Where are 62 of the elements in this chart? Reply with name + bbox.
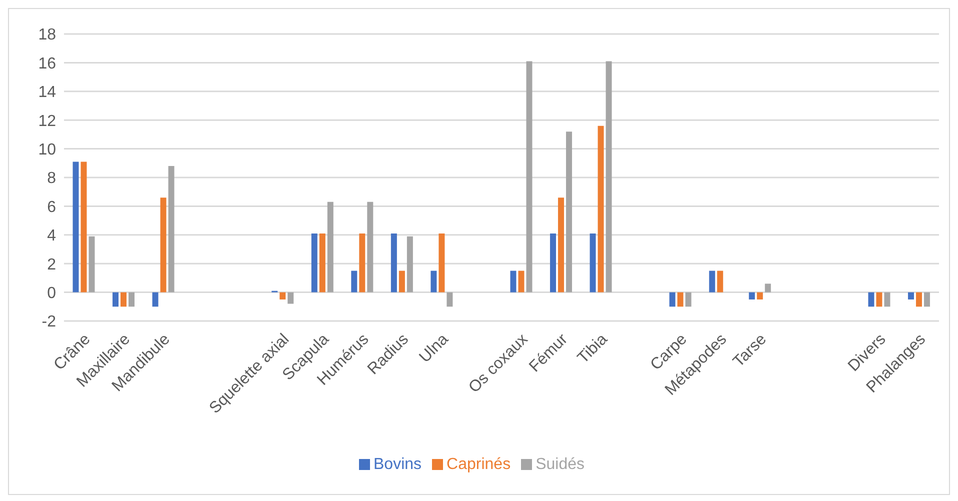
y-tick-label: 2: [47, 256, 56, 274]
bar: [390, 233, 397, 292]
y-tick-label: 8: [47, 170, 56, 188]
bar: [916, 292, 922, 307]
x-tick-label: Tibia: [574, 330, 611, 368]
y-tick-label: -2: [42, 314, 56, 331]
bar: [88, 236, 95, 292]
bar: [868, 292, 874, 307]
bar: [558, 198, 564, 292]
legend-label: Caprinés: [446, 456, 511, 473]
bar: [764, 284, 771, 292]
y-tick-label: 6: [47, 198, 56, 216]
bar: [908, 292, 914, 300]
bar: [280, 292, 286, 300]
bar: [406, 236, 413, 292]
y-tick-label: 18: [38, 26, 56, 44]
bar: [152, 292, 158, 307]
legend-label: Suidés: [536, 456, 584, 473]
bar: [598, 126, 604, 292]
bar: [398, 270, 405, 292]
y-tick-label: 10: [38, 141, 56, 158]
x-tick-label: Ulna: [416, 330, 452, 366]
bar: [566, 132, 572, 292]
bar: [924, 292, 930, 307]
bar: [359, 233, 366, 292]
bar: [438, 233, 445, 292]
bar: [168, 166, 174, 292]
bar: [717, 270, 724, 292]
bar: [526, 61, 532, 292]
bar: [748, 292, 755, 300]
bar: [685, 292, 692, 307]
y-tick-label: 0: [47, 284, 56, 302]
bar: [327, 202, 334, 292]
bar: [590, 233, 596, 292]
bar: [351, 270, 358, 292]
bar: [367, 202, 374, 292]
bar: [128, 292, 135, 307]
bar: [430, 270, 437, 292]
bar: [446, 292, 453, 307]
bar: [709, 270, 716, 292]
bar: [606, 61, 612, 292]
bar: [876, 292, 882, 307]
bar: [72, 162, 79, 292]
legend-label: Bovins: [374, 456, 422, 473]
bar: [112, 292, 119, 307]
bar: [319, 233, 326, 292]
y-tick-label: 16: [38, 55, 56, 72]
bar: [518, 270, 524, 292]
bar: [669, 292, 676, 307]
bar: [160, 198, 166, 292]
bar: [288, 292, 294, 304]
bar: [510, 270, 516, 292]
bar: [550, 233, 556, 292]
bar: [756, 292, 763, 300]
y-tick-label: 4: [47, 228, 56, 245]
bar: [677, 292, 684, 307]
y-tick-label: 12: [38, 112, 56, 130]
y-tick-label: 14: [38, 84, 56, 102]
bar: [884, 292, 890, 307]
bar: [120, 292, 127, 307]
bar: [311, 233, 318, 292]
bar: [80, 162, 87, 292]
